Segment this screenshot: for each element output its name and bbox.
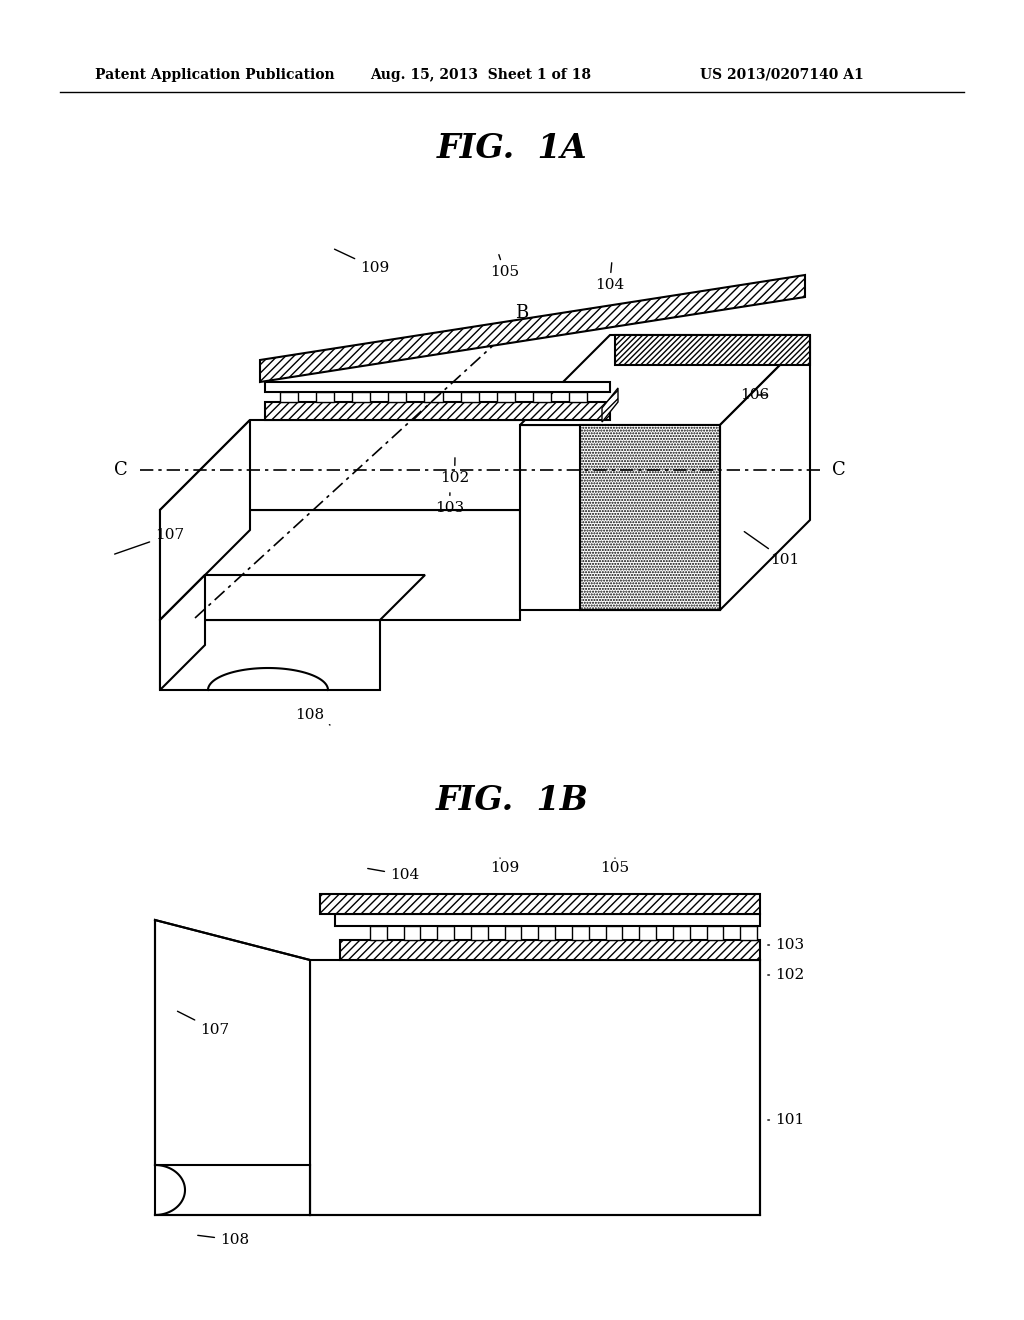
Text: 108: 108 [295, 708, 330, 725]
Text: 101: 101 [768, 1113, 804, 1127]
Polygon shape [505, 927, 521, 940]
Polygon shape [310, 960, 760, 1214]
Text: 104: 104 [595, 263, 625, 292]
Polygon shape [720, 335, 810, 610]
Text: US 2013/0207140 A1: US 2013/0207140 A1 [700, 69, 864, 82]
Text: 103: 103 [768, 939, 804, 952]
Polygon shape [370, 927, 387, 940]
Polygon shape [615, 335, 810, 366]
Text: 109: 109 [335, 249, 389, 275]
Text: 107: 107 [115, 528, 184, 554]
Polygon shape [602, 388, 618, 422]
Polygon shape [316, 392, 334, 403]
Text: Aug. 15, 2013  Sheet 1 of 18: Aug. 15, 2013 Sheet 1 of 18 [370, 69, 591, 82]
Text: C: C [831, 461, 846, 479]
Text: 109: 109 [490, 858, 519, 875]
Text: 108: 108 [198, 1233, 249, 1247]
Polygon shape [497, 392, 515, 403]
Text: 101: 101 [744, 532, 800, 568]
Polygon shape [265, 381, 610, 392]
Polygon shape [639, 927, 656, 940]
Polygon shape [403, 927, 421, 940]
Polygon shape [707, 927, 723, 940]
Text: 105: 105 [490, 255, 519, 279]
Polygon shape [335, 913, 760, 927]
Polygon shape [160, 510, 520, 620]
Polygon shape [539, 927, 555, 940]
Polygon shape [319, 894, 760, 913]
Text: 102: 102 [768, 968, 804, 982]
Text: 106: 106 [740, 388, 769, 403]
Text: 103: 103 [435, 492, 464, 515]
Polygon shape [424, 392, 442, 403]
Text: FIG.  1A: FIG. 1A [436, 132, 588, 165]
Polygon shape [437, 927, 454, 940]
Text: 105: 105 [600, 858, 629, 875]
Polygon shape [580, 425, 720, 610]
Polygon shape [160, 576, 205, 690]
Text: C: C [115, 461, 128, 479]
Polygon shape [265, 403, 610, 420]
Polygon shape [605, 927, 623, 940]
Polygon shape [340, 940, 760, 960]
Text: 107: 107 [177, 1011, 229, 1038]
Polygon shape [673, 927, 690, 940]
Polygon shape [260, 275, 805, 381]
Polygon shape [280, 392, 298, 403]
Polygon shape [160, 576, 425, 620]
Polygon shape [388, 392, 407, 403]
Text: FIG.  1B: FIG. 1B [435, 784, 589, 817]
Polygon shape [352, 392, 371, 403]
Polygon shape [461, 392, 478, 403]
Text: B: B [515, 304, 528, 322]
Polygon shape [471, 927, 487, 940]
Text: 104: 104 [368, 869, 419, 882]
Text: 102: 102 [440, 458, 469, 484]
Polygon shape [520, 335, 810, 425]
Polygon shape [569, 392, 587, 403]
Polygon shape [740, 927, 757, 940]
Polygon shape [532, 392, 551, 403]
Text: B: B [185, 628, 199, 645]
Polygon shape [572, 927, 589, 940]
Polygon shape [520, 425, 720, 610]
Polygon shape [160, 420, 610, 510]
Polygon shape [160, 620, 380, 690]
Polygon shape [160, 420, 250, 620]
Text: Patent Application Publication: Patent Application Publication [95, 69, 335, 82]
Polygon shape [155, 920, 310, 1214]
